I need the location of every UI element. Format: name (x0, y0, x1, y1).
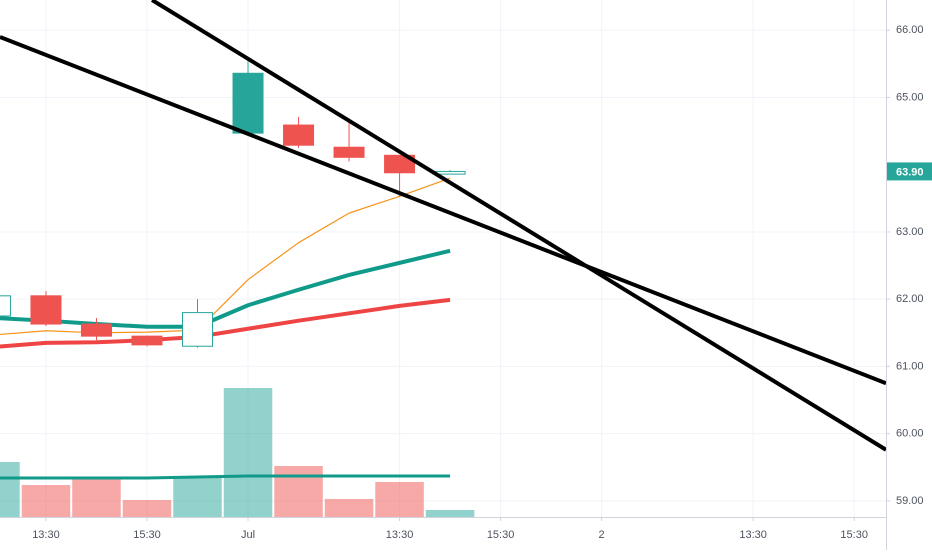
y-tick-label: 60.00 (896, 428, 924, 440)
x-tick-label: 15:30 (133, 529, 161, 541)
candle-body (182, 312, 214, 347)
volume-bar (223, 388, 273, 517)
trend-line (150, 0, 886, 452)
candle-body (434, 170, 466, 175)
x-tick-label: 2 (599, 529, 605, 541)
x-tick-label: 13:30 (32, 529, 60, 541)
candle-body (333, 146, 365, 158)
volume-bar (274, 466, 323, 517)
volume-bar (425, 510, 475, 517)
last-price-label: 63.90 (896, 166, 924, 178)
candle-body (283, 124, 315, 146)
candle-body (232, 72, 264, 134)
x-tick-label: 13:30 (739, 529, 767, 541)
candle-body (80, 323, 112, 337)
x-tick-label: 15:30 (487, 529, 515, 541)
volume-bar (72, 478, 121, 517)
ma-line (0, 177, 451, 336)
grid (0, 0, 886, 517)
y-tick-label: 66.00 (896, 24, 924, 36)
y-tick-label: 62.00 (896, 293, 924, 305)
volume-pane (0, 388, 475, 517)
candle-body (131, 335, 163, 346)
volume-bar (375, 482, 424, 517)
trend-line (0, 35, 886, 386)
x-tick-label: Jul (241, 529, 255, 541)
price-pane (0, 0, 886, 452)
volume-bar (173, 476, 222, 517)
volume-ma-line (0, 474, 451, 480)
y-tick-label: 63.00 (896, 226, 924, 238)
candle-body (384, 154, 416, 174)
volume-bar (122, 500, 172, 517)
candle-body (0, 295, 11, 317)
ma-line (0, 297, 451, 349)
last-price-box (887, 162, 932, 181)
x-tick-label: 13:30 (386, 529, 414, 541)
volume-bar (0, 462, 20, 517)
candle-body (30, 295, 62, 325)
ma-line (0, 248, 451, 329)
y-tick-label: 59.00 (896, 495, 924, 507)
volume-bar (21, 485, 71, 517)
y-tick-label: 65.00 (896, 91, 924, 103)
x-tick-label: 15:30 (840, 529, 868, 541)
volume-bar (324, 499, 374, 517)
y-tick-label: 61.00 (896, 360, 924, 372)
